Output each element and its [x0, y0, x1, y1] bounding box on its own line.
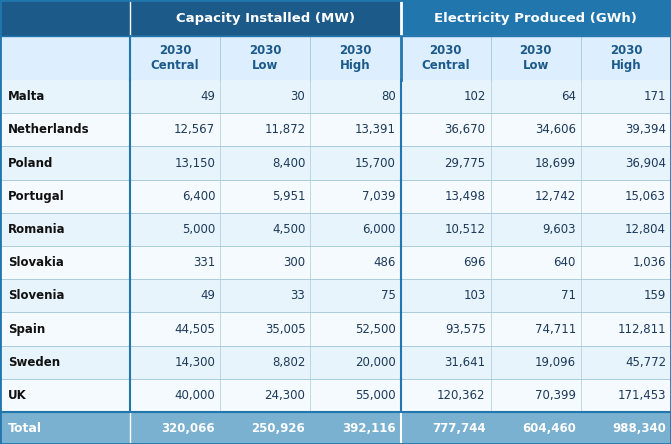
Text: 12,804: 12,804 [625, 223, 666, 236]
Text: 40,000: 40,000 [174, 389, 215, 402]
Text: 24,300: 24,300 [264, 389, 305, 402]
Text: 300: 300 [283, 256, 305, 269]
Text: 13,391: 13,391 [354, 123, 395, 136]
Text: 6,000: 6,000 [362, 223, 395, 236]
Bar [0, 246, 671, 279]
Text: 171: 171 [643, 90, 666, 103]
Text: 10,512: 10,512 [445, 223, 486, 236]
Text: 2030
High: 2030 High [339, 44, 372, 72]
Text: 13,498: 13,498 [445, 190, 486, 203]
Text: 331: 331 [193, 256, 215, 269]
Bar [0, 213, 671, 246]
Text: Sweden: Sweden [8, 356, 60, 369]
Text: 102: 102 [463, 90, 486, 103]
Text: 5,951: 5,951 [272, 190, 305, 203]
Text: 34,606: 34,606 [535, 123, 576, 136]
Text: Total: Total [8, 421, 42, 435]
Text: Electricity Produced (GWh): Electricity Produced (GWh) [434, 12, 637, 24]
Text: 36,670: 36,670 [445, 123, 486, 136]
Text: 39,394: 39,394 [625, 123, 666, 136]
Text: 36,904: 36,904 [625, 156, 666, 170]
Text: UK: UK [8, 389, 27, 402]
Text: Slovenia: Slovenia [8, 289, 64, 302]
Text: 64: 64 [561, 90, 576, 103]
Text: Poland: Poland [8, 156, 54, 170]
Text: 777,744: 777,744 [432, 421, 486, 435]
Bar [0, 279, 671, 313]
Text: 8,802: 8,802 [272, 356, 305, 369]
Bar [0, 80, 671, 113]
Text: 988,340: 988,340 [612, 421, 666, 435]
Text: 6,400: 6,400 [182, 190, 215, 203]
Text: 44,505: 44,505 [174, 322, 215, 336]
Text: 2030
Low: 2030 Low [249, 44, 282, 72]
Text: 103: 103 [464, 289, 486, 302]
Text: 29,775: 29,775 [445, 156, 486, 170]
Text: 35,005: 35,005 [264, 322, 305, 336]
Text: 30: 30 [291, 90, 305, 103]
Bar [0, 345, 671, 379]
Text: 171,453: 171,453 [617, 389, 666, 402]
Text: Portugal: Portugal [8, 190, 64, 203]
Bar [0, 113, 671, 147]
Bar [0, 147, 671, 180]
Text: Slovakia: Slovakia [8, 256, 64, 269]
Text: 2030
High: 2030 High [610, 44, 642, 72]
Text: 14,300: 14,300 [174, 356, 215, 369]
Text: 70,399: 70,399 [535, 389, 576, 402]
Bar [0, 379, 671, 412]
Text: 640: 640 [554, 256, 576, 269]
Text: 5,000: 5,000 [182, 223, 215, 236]
Text: 15,063: 15,063 [625, 190, 666, 203]
Text: 19,096: 19,096 [535, 356, 576, 369]
Text: 45,772: 45,772 [625, 356, 666, 369]
Text: 31,641: 31,641 [445, 356, 486, 369]
Text: 52,500: 52,500 [355, 322, 395, 336]
Text: 392,116: 392,116 [342, 421, 395, 435]
Text: 120,362: 120,362 [437, 389, 486, 402]
Text: 11,872: 11,872 [264, 123, 305, 136]
Text: 49: 49 [200, 90, 215, 103]
Text: 20,000: 20,000 [355, 356, 395, 369]
Text: 33: 33 [291, 289, 305, 302]
Text: 75: 75 [380, 289, 395, 302]
Text: 74,711: 74,711 [535, 322, 576, 336]
Text: 49: 49 [200, 289, 215, 302]
Text: 486: 486 [373, 256, 395, 269]
Text: Spain: Spain [8, 322, 45, 336]
Text: Malta: Malta [8, 90, 46, 103]
Text: 2030
Central: 2030 Central [421, 44, 470, 72]
Bar [401, 0, 671, 36]
Text: 696: 696 [463, 256, 486, 269]
Text: 15,700: 15,700 [355, 156, 395, 170]
Text: 7,039: 7,039 [362, 190, 395, 203]
Text: 250,926: 250,926 [252, 421, 305, 435]
Text: 159: 159 [643, 289, 666, 302]
Text: 2030
Central: 2030 Central [151, 44, 199, 72]
Text: 1,036: 1,036 [633, 256, 666, 269]
Text: 93,575: 93,575 [445, 322, 486, 336]
Text: 12,567: 12,567 [174, 123, 215, 136]
Text: 71: 71 [561, 289, 576, 302]
Bar [0, 412, 671, 444]
Text: 55,000: 55,000 [355, 389, 395, 402]
Text: 9,603: 9,603 [542, 223, 576, 236]
Bar [0, 36, 671, 80]
Text: 13,150: 13,150 [174, 156, 215, 170]
Text: 18,699: 18,699 [535, 156, 576, 170]
Text: 12,742: 12,742 [535, 190, 576, 203]
Bar [0, 313, 671, 345]
Text: Romania: Romania [8, 223, 66, 236]
Text: 320,066: 320,066 [162, 421, 215, 435]
Text: 2030
Low: 2030 Low [519, 44, 552, 72]
Bar [0, 0, 401, 36]
Text: Capacity Installed (MW): Capacity Installed (MW) [176, 12, 355, 24]
Text: 80: 80 [380, 90, 395, 103]
Text: 8,400: 8,400 [272, 156, 305, 170]
Text: 112,811: 112,811 [617, 322, 666, 336]
Text: Netherlands: Netherlands [8, 123, 90, 136]
Text: 4,500: 4,500 [272, 223, 305, 236]
Bar [0, 180, 671, 213]
Text: 604,460: 604,460 [522, 421, 576, 435]
